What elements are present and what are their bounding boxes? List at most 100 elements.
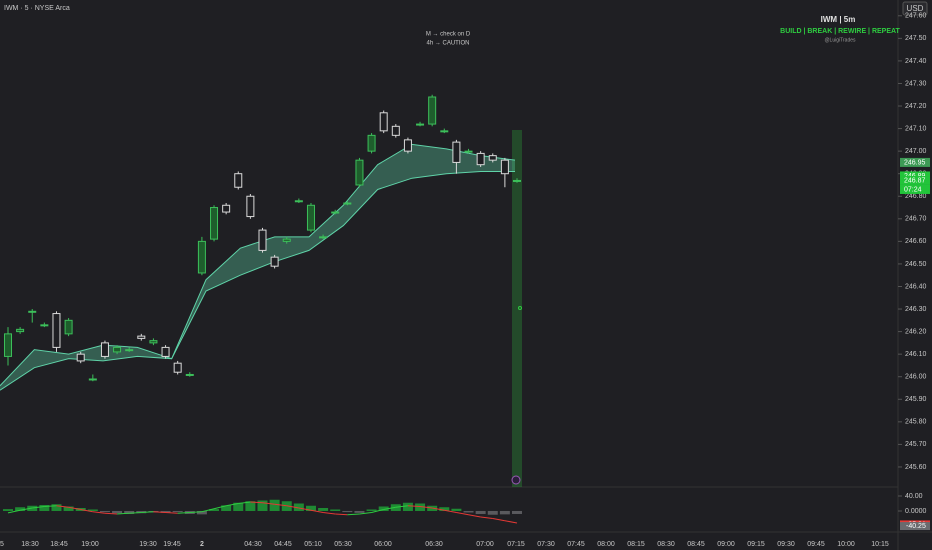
oscillator-segment: [298, 507, 312, 511]
candle-body: [161, 346, 170, 357]
histogram-bar: [233, 502, 244, 511]
histogram-bar: [402, 502, 413, 511]
candle-body: [452, 141, 461, 163]
candle-body: [149, 340, 158, 344]
oscillator-segment: [310, 509, 324, 513]
candle-body: [464, 150, 473, 153]
currency[interactable]: USD: [907, 4, 924, 13]
candle-body: [391, 125, 400, 136]
y-tick-label: 246.60: [905, 238, 927, 245]
histogram-bar: [499, 510, 510, 515]
x-tick-label: 05:30: [334, 541, 352, 548]
candle-body: [222, 204, 231, 213]
oscillator-segment: [104, 512, 118, 515]
oscillator-segment: [480, 516, 493, 519]
histogram-bar: [378, 506, 389, 511]
histogram-bar: [439, 507, 450, 511]
candle-body: [355, 159, 364, 186]
histogram-bar: [87, 509, 98, 511]
value-tag-label: -40.25: [906, 523, 926, 530]
oscillator-segment: [238, 501, 251, 504]
candle-body: [100, 342, 109, 357]
y-tick-label: 245.90: [905, 396, 927, 403]
candle-body: [185, 373, 194, 376]
oscillator-segment: [56, 505, 69, 508]
histogram-bar: [172, 510, 183, 513]
note: 4h → CAUTION: [426, 41, 469, 47]
x-tick-label: 2: [200, 541, 204, 548]
y-tick-label: 247.00: [905, 148, 927, 155]
candle-body: [319, 236, 328, 239]
y-tick-label: 246.00: [905, 374, 927, 381]
candle-body: [343, 202, 352, 205]
price-tag-label: 246.95: [904, 159, 926, 166]
y-tick-label: 246.50: [905, 261, 927, 268]
x-tick-label: 10:15: [871, 541, 889, 548]
candle-body: [416, 123, 425, 126]
x-tick-label: 08:00: [597, 541, 615, 548]
candle-body: [513, 179, 521, 182]
oscillator-segment: [165, 511, 178, 514]
histogram-bar: [99, 510, 110, 513]
oscillator-segment: [250, 501, 263, 504]
y-tick-label: 246.70: [905, 216, 927, 223]
x-tick-label: 05:10: [304, 541, 322, 548]
oscillator-segment: [468, 514, 481, 518]
y-tick-label: 247.60: [905, 13, 927, 20]
candle-body: [500, 159, 509, 175]
price-tag: [900, 171, 930, 181]
x-tick-label: 09:00: [717, 541, 735, 548]
oscillator-segment: [383, 506, 396, 510]
histogram-bar: [39, 504, 50, 511]
x-tick-label: 07:00: [476, 541, 494, 548]
candle-body: [270, 256, 279, 267]
x-tick-label: 09:30: [777, 541, 795, 548]
x-tick-label: 09:45: [807, 541, 825, 548]
histogram-bar: [366, 509, 377, 511]
histogram-bar: [293, 503, 304, 511]
x-tick-label: 06:00: [374, 541, 392, 548]
x-tick-label: 04:30: [244, 541, 262, 548]
histogram-bar: [487, 510, 498, 515]
x-tick-label: 07:30: [537, 541, 555, 548]
candle-body: [76, 353, 85, 362]
oscillator-segment: [407, 505, 421, 507]
candle-body: [125, 349, 134, 352]
candle-body: [197, 240, 206, 274]
candle-body: [137, 335, 146, 339]
price-tag: [900, 175, 930, 185]
candle-body: [258, 229, 267, 251]
histogram-bar: [342, 510, 353, 513]
y-tick-label: 245.70: [905, 441, 927, 448]
histogram-bar: [475, 510, 486, 514]
oscillator-segment: [395, 505, 408, 508]
countdown: 07:24: [904, 186, 922, 193]
y-tick-label: 246.10: [905, 351, 927, 358]
currency-box[interactable]: [902, 1, 928, 16]
oscillator-segment: [504, 520, 518, 524]
watermark-title: IWM | 5m: [821, 15, 856, 24]
x-tick-label: 18:45: [50, 541, 68, 548]
y-tick-label: 0.0000: [905, 508, 927, 515]
oscillator-segment: [201, 508, 215, 513]
histogram-bar: [209, 509, 220, 511]
oscillator-segment: [32, 505, 45, 509]
x-tick-label: 08:30: [657, 541, 675, 548]
event-icon[interactable]: [511, 475, 521, 485]
histogram-bar: [305, 505, 316, 511]
candle-body: [294, 200, 303, 203]
oscillator-segment: [20, 507, 33, 511]
oscillator-segment: [286, 505, 299, 509]
histogram-bar: [3, 509, 13, 511]
candle-body: [282, 238, 291, 242]
oscillator-segment: [141, 511, 154, 513]
x-tick-label: 19:45: [163, 541, 181, 548]
price-tag: [900, 157, 930, 167]
oscillator-segment: [177, 511, 190, 514]
y-tick-label: 246.80: [905, 193, 927, 200]
histogram-bar: [330, 509, 341, 511]
oscillator-segment: [44, 505, 57, 507]
candle-body: [476, 152, 485, 166]
oscillator-segment: [189, 511, 202, 513]
histogram-bar: [245, 501, 256, 511]
